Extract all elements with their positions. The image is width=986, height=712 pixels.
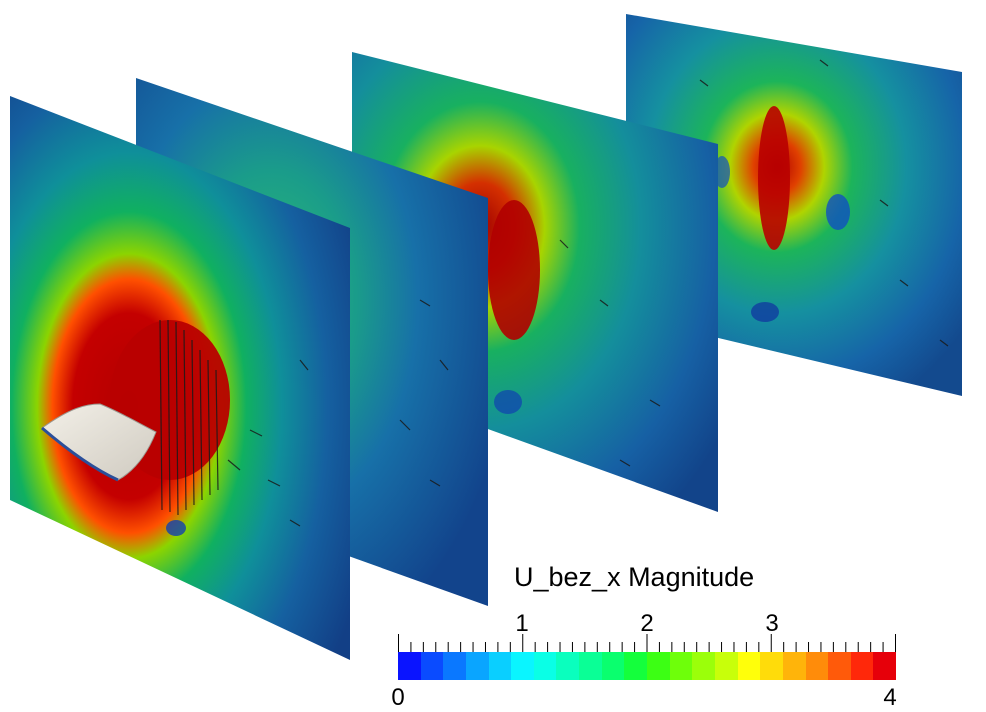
legend-swatch: [534, 652, 557, 680]
legend-swatch: [670, 652, 693, 680]
legend-swatch: [602, 652, 625, 680]
legend-max-label: 4: [883, 684, 896, 712]
legend-swatch: [715, 652, 738, 680]
legend-swatch: [692, 652, 715, 680]
legend-tick-label-3: 3: [765, 610, 778, 638]
legend-title: U_bez_x Magnitude: [514, 562, 754, 593]
legend-tick-label-1: 1: [515, 610, 528, 638]
legend-swatch: [760, 652, 783, 680]
legend-swatch: [828, 652, 851, 680]
legend-swatch: [873, 652, 896, 680]
legend-swatch: [443, 652, 466, 680]
legend-swatch: [579, 652, 602, 680]
legend-swatch: [647, 652, 670, 680]
legend-swatch: [738, 652, 761, 680]
legend-swatch: [851, 652, 874, 680]
legend-swatch: [398, 652, 421, 680]
legend-swatch: [511, 652, 534, 680]
legend-swatch: [783, 652, 806, 680]
legend-swatch: [556, 652, 579, 680]
legend-colorbar: [398, 652, 896, 680]
legend-swatch: [624, 652, 647, 680]
legend-tick-label-2: 2: [640, 610, 653, 638]
legend-swatch: [806, 652, 829, 680]
legend-min-label: 0: [391, 684, 404, 712]
legend-swatch: [466, 652, 489, 680]
legend-swatch: [421, 652, 444, 680]
legend-swatch: [489, 652, 512, 680]
